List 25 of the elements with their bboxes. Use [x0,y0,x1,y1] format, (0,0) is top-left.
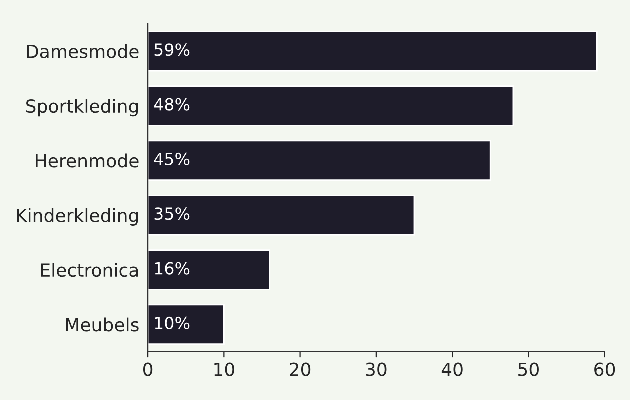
x-tick-label: 10 [214,362,234,376]
bar [148,194,416,236]
data-label: 48% [154,98,190,111]
data-label: 16% [155,262,190,275]
data-label: 45% [154,152,190,166]
x-tick-label: 50 [518,362,539,376]
bar [148,304,225,346]
y-tick-label: Meubels [66,318,139,332]
x-tick-label: 30 [366,362,387,376]
y-tick-label: Sportkleding [26,99,138,117]
y-tick-label: Damesmode [27,44,139,58]
y-tick-label: Electronica [41,263,138,278]
data-label: 35% [154,208,190,220]
bar [148,30,598,72]
bar [148,250,271,290]
data-label: 10% [155,316,190,330]
data-label: 59% [154,44,190,56]
y-tick-label: Kinderkleding [17,208,138,226]
bar [148,86,514,126]
x-tick-label: 20 [290,362,311,376]
x-tick-label: 40 [442,362,463,376]
x-tick-label: 0 [143,362,153,376]
x-tick-label: 60 [594,362,616,376]
bar [148,140,492,182]
y-tick-label: Herenmode [36,154,139,168]
